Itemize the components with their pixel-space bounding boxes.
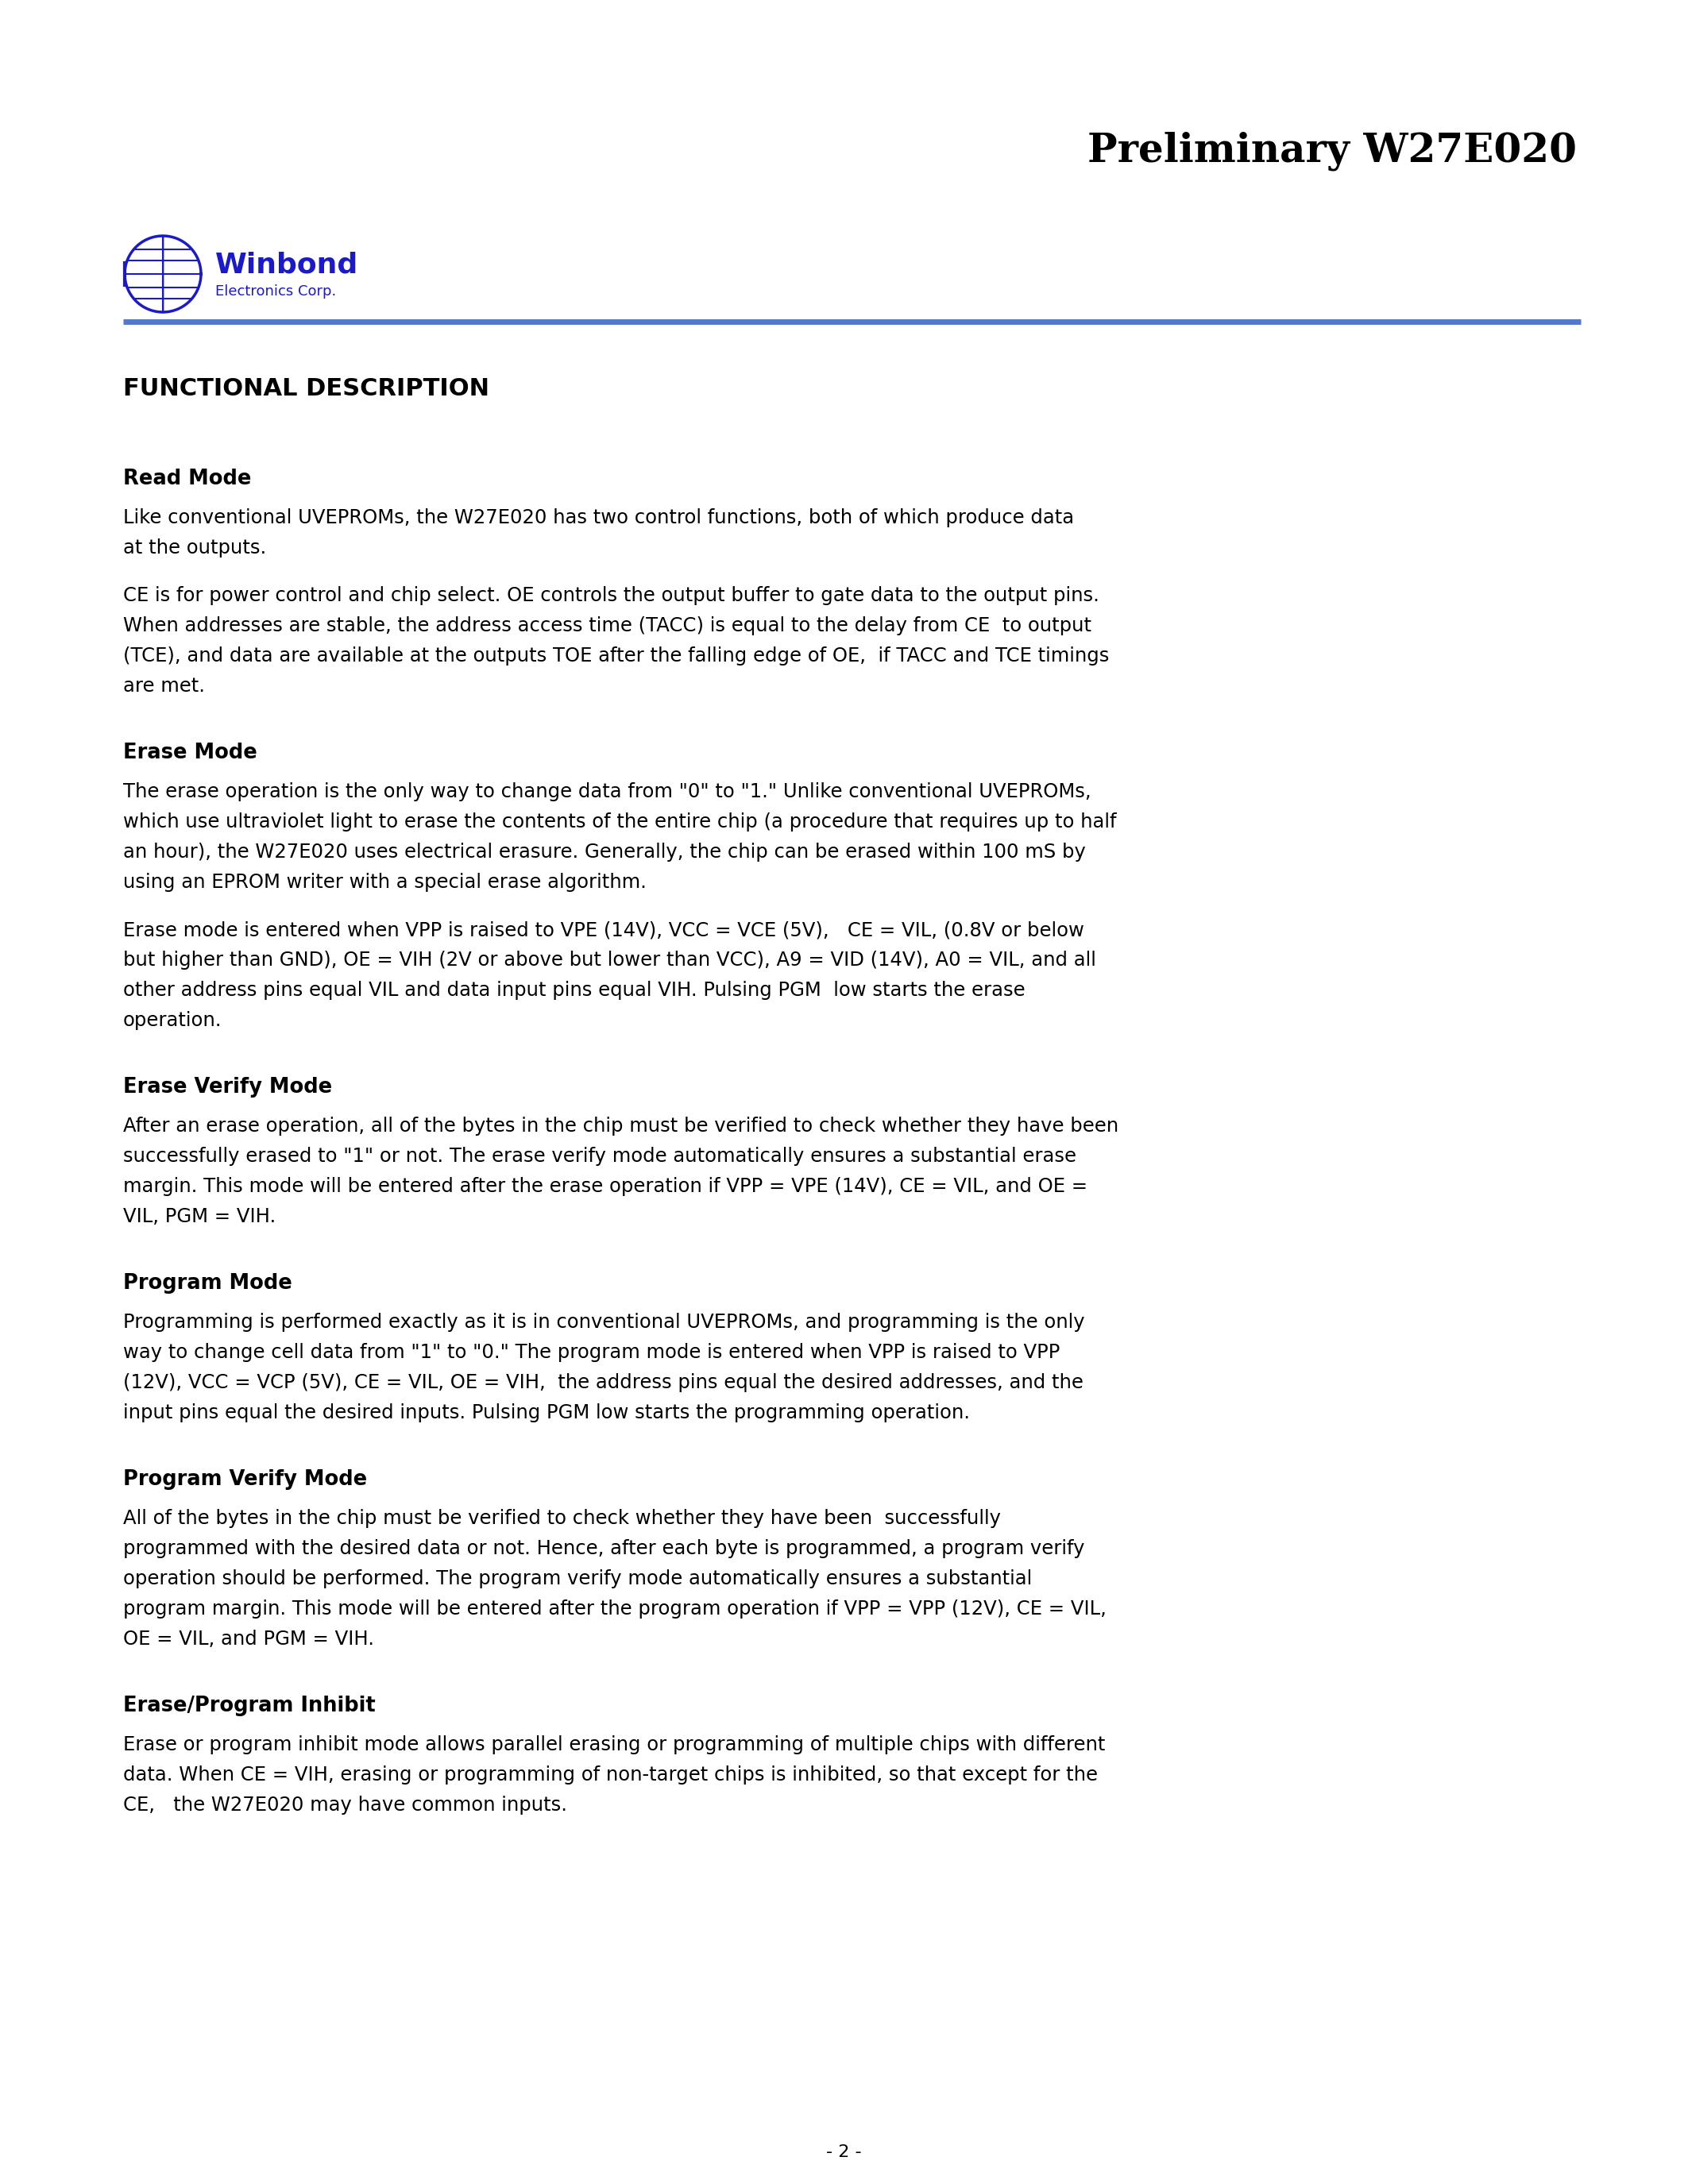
Text: margin. This mode will be entered after the erase operation if VPP = VPE (14V), : margin. This mode will be entered after …: [123, 1177, 1087, 1197]
Text: When addresses are stable, the address access time (TACC) is equal to the delay : When addresses are stable, the address a…: [123, 616, 1092, 636]
Text: The erase operation is the only way to change data from "0" to "1." Unlike conve: The erase operation is the only way to c…: [123, 782, 1090, 802]
Text: Like conventional UVEPROMs, the W27E020 has two control functions, both of which: Like conventional UVEPROMs, the W27E020 …: [123, 509, 1074, 526]
Text: at the outputs.: at the outputs.: [123, 539, 267, 557]
Text: (TCE), and data are available at the outputs TOE after the falling edge of OE,  : (TCE), and data are available at the out…: [123, 646, 1109, 666]
Text: other address pins equal VIL and data input pins equal VIH. Pulsing PGM  low sta: other address pins equal VIL and data in…: [123, 981, 1025, 1000]
Text: an hour), the W27E020 uses electrical erasure. Generally, the chip can be erased: an hour), the W27E020 uses electrical er…: [123, 843, 1085, 863]
Text: Preliminary W27E020: Preliminary W27E020: [1087, 131, 1577, 170]
Text: CE is for power control and chip select. OE controls the output buffer to gate d: CE is for power control and chip select.…: [123, 585, 1099, 605]
Text: Winbond: Winbond: [216, 251, 358, 277]
Text: After an erase operation, all of the bytes in the chip must be verified to check: After an erase operation, all of the byt…: [123, 1116, 1119, 1136]
Text: are met.: are met.: [123, 677, 204, 697]
Text: program margin. This mode will be entered after the program operation if VPP = V: program margin. This mode will be entere…: [123, 1599, 1106, 1618]
Text: successfully erased to "1" or not. The erase verify mode automatically ensures a: successfully erased to "1" or not. The e…: [123, 1147, 1077, 1166]
Text: Erase or program inhibit mode allows parallel erasing or programming of multiple: Erase or program inhibit mode allows par…: [123, 1736, 1106, 1754]
Text: Read Mode: Read Mode: [123, 470, 252, 489]
Text: operation.: operation.: [123, 1011, 223, 1031]
Text: Erase Mode: Erase Mode: [123, 743, 257, 762]
Text: which use ultraviolet light to erase the contents of the entire chip (a procedur: which use ultraviolet light to erase the…: [123, 812, 1116, 832]
Text: All of the bytes in the chip must be verified to check whether they have been  s: All of the bytes in the chip must be ver…: [123, 1509, 1001, 1529]
Text: Program Mode: Program Mode: [123, 1273, 292, 1293]
Text: Erase/Program Inhibit: Erase/Program Inhibit: [123, 1695, 375, 1717]
Text: using an EPROM writer with a special erase algorithm.: using an EPROM writer with a special era…: [123, 874, 647, 891]
Text: - 2 -: - 2 -: [827, 2145, 863, 2160]
Text: but higher than GND), OE = VIH (2V or above but lower than VCC), A9 = VID (14V),: but higher than GND), OE = VIH (2V or ab…: [123, 950, 1096, 970]
Text: Erase Verify Mode: Erase Verify Mode: [123, 1077, 333, 1099]
Text: way to change cell data from "1" to "0." The program mode is entered when VPP is: way to change cell data from "1" to "0."…: [123, 1343, 1060, 1363]
Text: (12V), VCC = VCP (5V), CE = VIL, OE = VIH,  the address pins equal the desired a: (12V), VCC = VCP (5V), CE = VIL, OE = VI…: [123, 1374, 1084, 1391]
Text: programmed with the desired data or not. Hence, after each byte is programmed, a: programmed with the desired data or not.…: [123, 1540, 1085, 1557]
Text: Electronics Corp.: Electronics Corp.: [216, 284, 336, 299]
Text: OE = VIL, and PGM = VIH.: OE = VIL, and PGM = VIH.: [123, 1629, 375, 1649]
Text: input pins equal the desired inputs. Pulsing PGM low starts the programming oper: input pins equal the desired inputs. Pul…: [123, 1404, 971, 1422]
Text: VIL, PGM = VIH.: VIL, PGM = VIH.: [123, 1208, 275, 1225]
Text: FUNCTIONAL DESCRIPTION: FUNCTIONAL DESCRIPTION: [123, 378, 490, 400]
Text: operation should be performed. The program verify mode automatically ensures a s: operation should be performed. The progr…: [123, 1570, 1031, 1588]
Text: Program Verify Mode: Program Verify Mode: [123, 1470, 366, 1489]
Text: CE,   the W27E020 may have common inputs.: CE, the W27E020 may have common inputs.: [123, 1795, 567, 1815]
Text: Erase mode is entered when VPP is raised to VPE (14V), VCC = VCE (5V),   CE = VI: Erase mode is entered when VPP is raised…: [123, 919, 1084, 939]
Text: Programming is performed exactly as it is in conventional UVEPROMs, and programm: Programming is performed exactly as it i…: [123, 1313, 1085, 1332]
Text: data. When CE = VIH, erasing or programming of non-target chips is inhibited, so: data. When CE = VIH, erasing or programm…: [123, 1765, 1097, 1784]
